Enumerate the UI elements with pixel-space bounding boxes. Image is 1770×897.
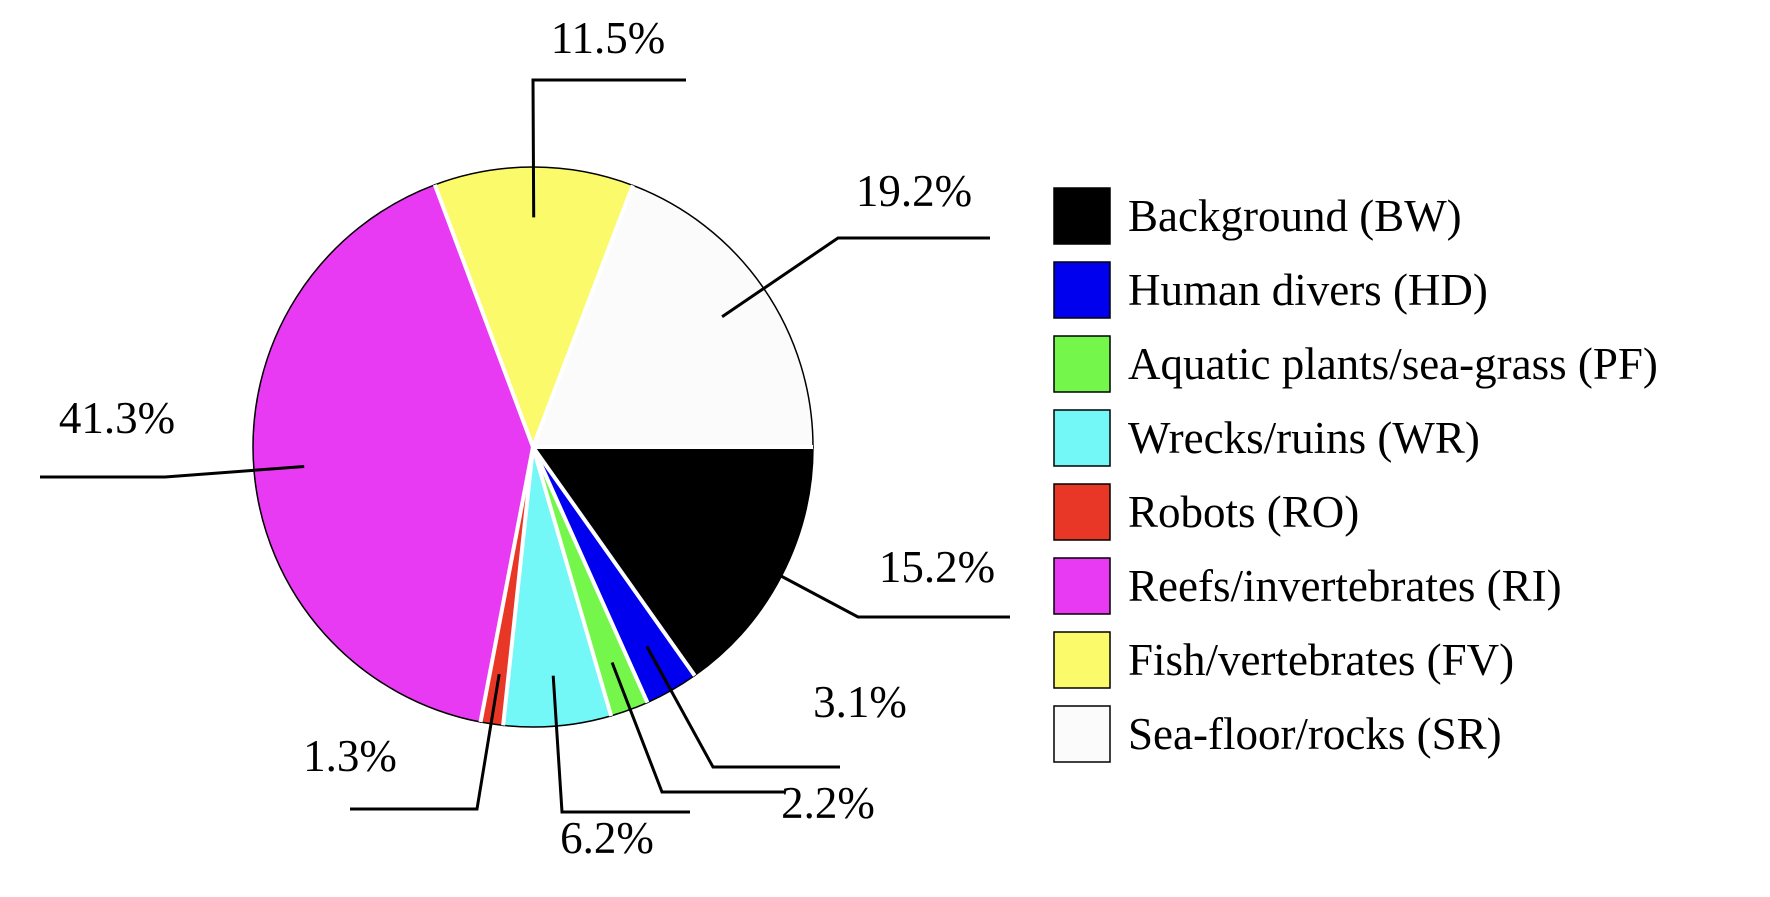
leader-lines: [40, 78, 1010, 814]
legend-swatch-reefs-invertebrates: [1053, 557, 1111, 615]
value-label-background: 15.2%: [879, 542, 995, 592]
value-label-human-divers: 3.1%: [813, 677, 907, 727]
leader-line-human-divers: [645, 645, 840, 769]
value-label-reefs-invertebrates: 41.3%: [59, 393, 175, 443]
legend-swatch-wrecks-ruins: [1053, 409, 1111, 467]
legend-label-sea-floor-rocks: Sea-floor/rocks (SR): [1128, 709, 1502, 759]
slice-separator: [501, 446, 535, 726]
value-label-robots: 1.3%: [303, 731, 397, 781]
leader-line-reefs-invertebrates: [40, 465, 305, 479]
legend-label-background: Background (BW): [1128, 191, 1462, 241]
leader-line-fish-vertebrates: [531, 78, 686, 218]
slice-separator: [531, 446, 650, 704]
slice-separator: [432, 184, 535, 448]
leader-line-robots: [350, 673, 501, 811]
slice-separator: [531, 445, 697, 677]
legend-label-fish-vertebrates: Fish/vertebrates (FV): [1128, 635, 1514, 685]
legend-label-aquatic-plants-sea-grass: Aquatic plants/sea-grass (PF): [1128, 339, 1658, 389]
legend-swatch-fish-vertebrates: [1053, 631, 1111, 689]
legend-label-robots: Robots (RO): [1128, 487, 1359, 537]
leader-line-wrecks-ruins: [551, 675, 690, 814]
legend-swatch-sea-floor-rocks: [1053, 705, 1111, 763]
value-label-fish-vertebrates: 11.5%: [551, 13, 666, 63]
legend: Background (BW) Human divers (HD) Aquatic …: [1053, 187, 1658, 763]
leader-line-background: [736, 551, 1010, 619]
value-label-wrecks-ruins: 6.2%: [560, 813, 654, 863]
slice-separator: [531, 446, 614, 717]
legend-swatch-robots: [1053, 483, 1111, 541]
legend-swatch-aquatic-plants-sea-grass: [1053, 335, 1111, 393]
pie-slices: [252, 166, 814, 728]
legend-label-wrecks-ruins: Wrecks/ruins (WR): [1128, 413, 1480, 463]
slice-separator: [478, 446, 535, 723]
legend-label-reefs-invertebrates: Reefs/invertebrates (RI): [1128, 561, 1562, 611]
legend-swatch-human-divers: [1053, 261, 1111, 319]
percent-labels: 15.2% 3.1% 2.2% 6.2% 1.3% 41.3% 11.5% 19.2%: [59, 13, 995, 863]
slice-separator: [531, 184, 635, 448]
leader-line-aquatic-plants-sea-grass: [610, 661, 785, 794]
legend-swatch-background: [1053, 187, 1111, 245]
value-label-aquatic-plants-sea-grass: 2.2%: [781, 778, 875, 828]
value-label-sea-floor-rocks: 19.2%: [856, 166, 972, 216]
legend-label-human-divers: Human divers (HD): [1128, 265, 1488, 315]
leader-line-sea-floor-rocks: [721, 236, 990, 319]
